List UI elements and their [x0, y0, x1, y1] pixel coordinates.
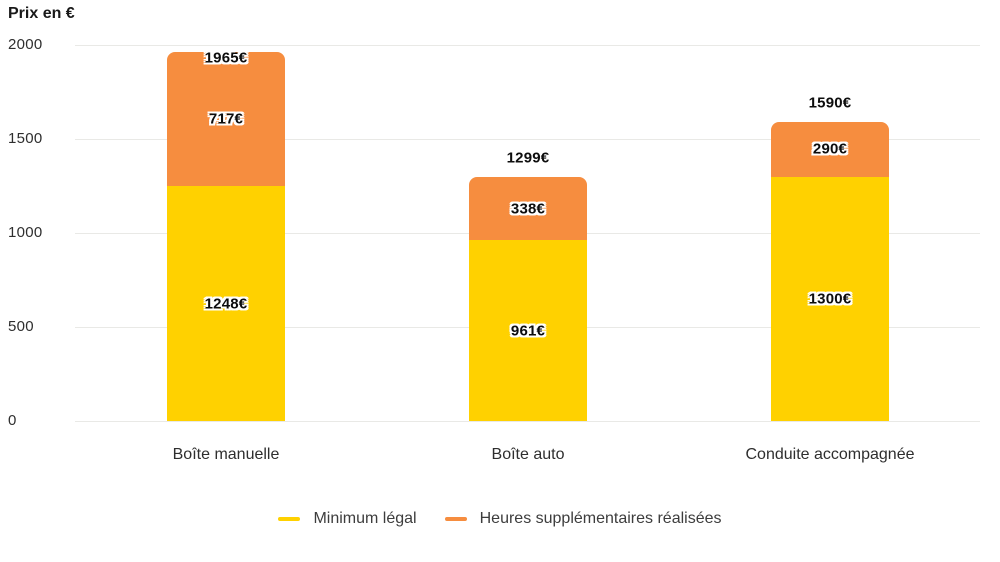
legend-item-minimum-legal: Minimum légal: [278, 510, 417, 528]
y-tick-1500: 1500: [8, 130, 43, 147]
bar-1-bottom-segment-value: 1248€: [204, 295, 248, 313]
bar-3-top-segment-value: 290€: [812, 140, 848, 158]
x-axis-label-2: Boîte auto: [491, 446, 565, 463]
bar-3-bottom-segment-value: 1300€: [808, 290, 852, 308]
gridline-0: [75, 421, 980, 422]
bar-2-segment-Heures supplémentaires réalisées: [469, 176, 587, 241]
y-tick-2000: 2000: [8, 36, 43, 53]
bar-1-top-segment-value: 717€: [208, 110, 244, 128]
bar-1-segment-Heures supplémentaires réalisées: [167, 51, 285, 187]
legend-swatch-yellow-icon: [278, 517, 301, 521]
bar-2-top-segment-value: 338€: [510, 200, 546, 218]
y-tick-500: 500: [8, 318, 34, 335]
gridline-1500: [75, 139, 980, 140]
x-axis-label-1: Boîte manuelle: [172, 446, 280, 463]
legend-swatch-orange-icon: [444, 517, 467, 521]
bar-2-segment-Minimum légal: [469, 240, 587, 421]
bar-1-total-value: 1965€: [204, 49, 248, 67]
bar-2-bottom-segment-value: 961€: [510, 322, 546, 340]
bar-3-segment-Heures supplémentaires réalisées: [771, 122, 889, 177]
legend-label-heures-supplementaires: Heures supplémentaires réalisées: [479, 510, 722, 527]
bar-3-total-value: 1590€: [808, 94, 852, 112]
legend-label-minimum-legal: Minimum légal: [313, 510, 417, 527]
legend-item-heures-supplementaires: Heures supplémentaires réalisées: [444, 510, 722, 528]
bar-1-segment-Minimum légal: [167, 186, 285, 421]
bar-3-segment-Minimum légal: [771, 176, 889, 421]
y-tick-1000: 1000: [8, 224, 43, 241]
y-axis-title: Prix en €: [8, 5, 75, 22]
gridline-2000: [75, 45, 980, 46]
legend: Minimum légal Heures supplémentaires réa…: [0, 508, 1000, 530]
bar-2-total-value: 1299€: [506, 149, 550, 167]
x-axis-label-3: Conduite accompagnée: [745, 446, 915, 463]
y-tick-0: 0: [8, 412, 17, 429]
